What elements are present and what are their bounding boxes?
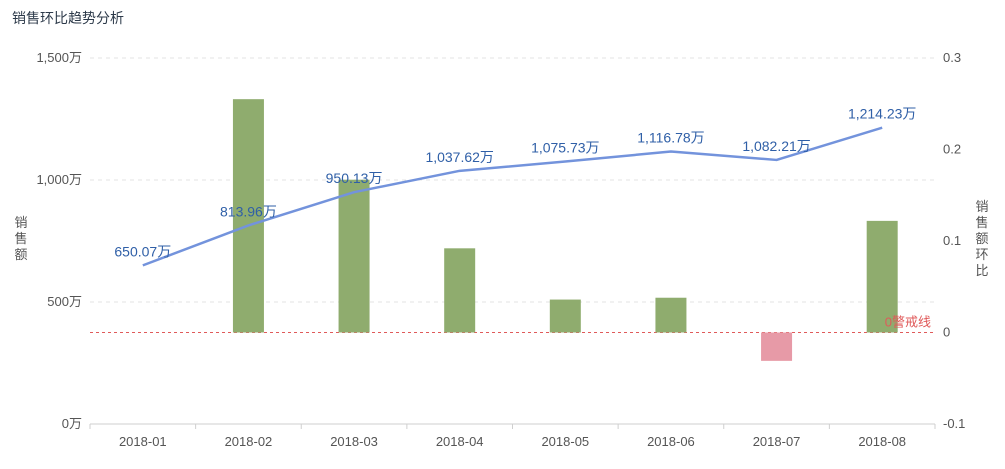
value-labels: 0警戒线 650.07万 813.96万 950.13万 1,037.62万 1,075.… xyxy=(114,106,931,330)
line-value-label: 950.13万 xyxy=(326,170,383,186)
bar-2018-06 xyxy=(655,297,687,333)
line-value-label: 1,037.62万 xyxy=(425,149,494,165)
axis-title-char: 销 xyxy=(14,215,27,230)
x-tick-label: 2018-08 xyxy=(858,434,906,449)
axis-title-char: 额 xyxy=(14,247,27,262)
bar-2018-02 xyxy=(232,99,264,333)
line-value-label: 650.07万 xyxy=(114,243,171,259)
bar-2018-07 xyxy=(761,332,793,361)
line-value-label: 1,075.73万 xyxy=(531,140,600,156)
x-tick-label: 2018-06 xyxy=(647,434,695,449)
right-tick-label: 0.3 xyxy=(943,50,961,65)
bar-2018-08 xyxy=(866,220,898,333)
axis-title-char: 销 xyxy=(975,199,988,214)
x-tick-label: 2018-05 xyxy=(541,434,589,449)
axis-title-char: 额 xyxy=(975,231,988,246)
right-tick-label: -0.1 xyxy=(943,416,965,431)
axis-title-char: 售 xyxy=(14,231,27,246)
left-tick-label: 1,000万 xyxy=(36,172,82,187)
chart-title: 销售环比趋势分析 xyxy=(12,10,124,26)
gridlines xyxy=(90,57,935,303)
bar-2018-04 xyxy=(444,248,476,333)
right-tick-label: 0.1 xyxy=(943,233,961,248)
right-tick-label: 0.2 xyxy=(943,142,961,157)
right-tick-label: 0 xyxy=(943,325,950,340)
line-value-label: 1,116.78万 xyxy=(637,130,704,146)
axis-title-char: 环 xyxy=(975,247,988,262)
x-tick-label: 2018-03 xyxy=(330,434,378,449)
axis-title-char: 售 xyxy=(975,215,988,230)
warning-line-label: 0警戒线 xyxy=(885,315,931,330)
line-value-label: 1,082.21万 xyxy=(742,138,811,154)
x-tick-label: 2018-07 xyxy=(753,434,801,449)
sales-line xyxy=(142,126,883,267)
bar-2018-03 xyxy=(338,179,370,333)
x-tick-label: 2018-02 xyxy=(225,434,273,449)
bar-2018-05 xyxy=(549,299,581,333)
line-value-label: 1,214.23万 xyxy=(848,106,917,122)
left-tick-label: 500万 xyxy=(47,294,82,309)
axis-title-char: 比 xyxy=(975,263,988,278)
line-series xyxy=(142,126,883,267)
left-tick-label: 1,500万 xyxy=(36,50,82,65)
line-value-label: 813.96万 xyxy=(220,203,277,219)
bar-series xyxy=(232,99,898,361)
x-tick-label: 2018-01 xyxy=(119,434,167,449)
y-axis-title-left: 销售额 xyxy=(14,215,27,262)
left-tick-label: 0万 xyxy=(62,416,82,431)
axes: 0万 500万 1,000万 1,500万 -0.1 0 0.1 0.2 0.3 2018-01 2… xyxy=(14,50,988,449)
x-tick-label: 2018-04 xyxy=(436,434,484,449)
